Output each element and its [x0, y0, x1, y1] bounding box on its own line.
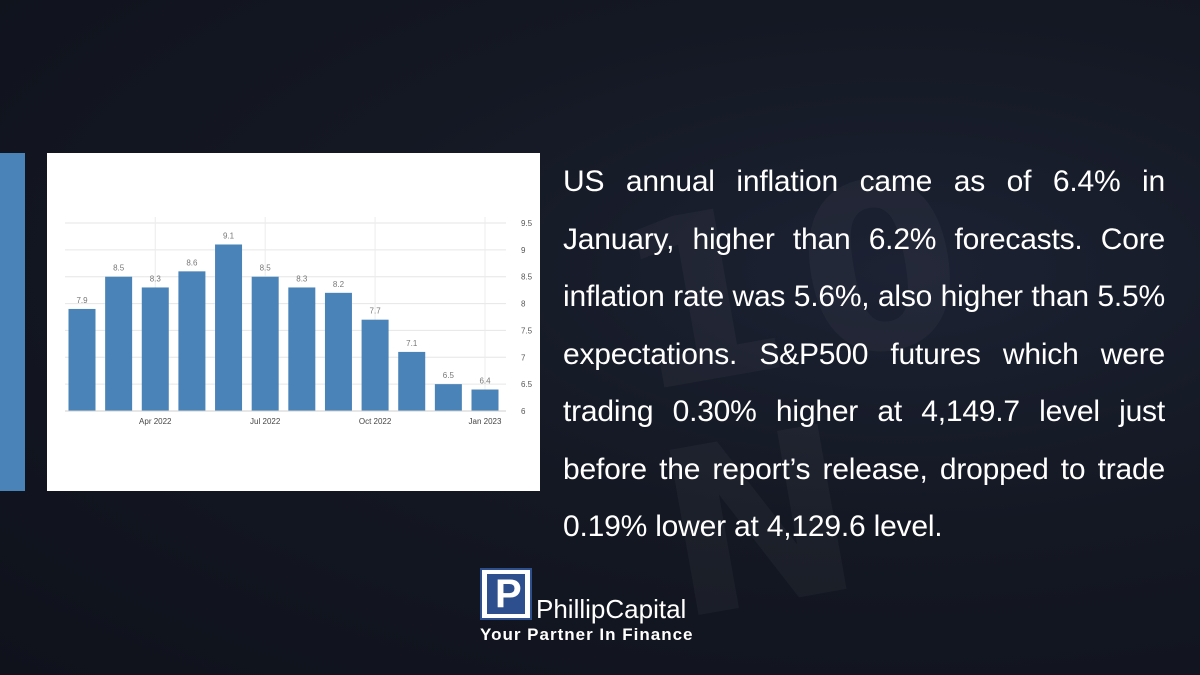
logo-mark-icon: P: [480, 568, 532, 620]
bar: [324, 292, 352, 411]
bar-value-label: 8.3: [150, 274, 162, 283]
bar-value-label: 7.1: [406, 339, 418, 348]
y-tick-label: 9.5: [521, 219, 533, 228]
logo-name: PhillipCapital: [536, 594, 687, 624]
bar-value-label: 9.1: [223, 231, 235, 240]
y-tick-label: 7.5: [521, 326, 533, 335]
logo-tagline: Your Partner In Finance: [480, 625, 694, 644]
bar-value-label: 7.9: [76, 296, 88, 305]
bar: [215, 244, 243, 411]
y-tick-label: 9: [521, 246, 526, 255]
body-text: US annual inflation came as of 6.4% in J…: [563, 165, 1165, 543]
bar: [361, 319, 389, 411]
bar: [141, 287, 169, 411]
x-tick-label: Jul 2022: [250, 417, 281, 426]
y-tick-label: 8.5: [521, 273, 533, 282]
bar-value-label: 8.3: [296, 274, 308, 283]
bar-value-label: 8.2: [333, 280, 345, 289]
bar: [105, 276, 133, 411]
x-tick-label: Oct 2022: [359, 417, 392, 426]
bar: [251, 276, 279, 411]
bar-value-label: 7.7: [370, 307, 382, 316]
y-tick-label: 6: [521, 407, 526, 416]
accent-bar: [0, 153, 25, 491]
bar-value-label: 8.6: [186, 258, 198, 267]
bar-value-label: 6.5: [443, 371, 455, 380]
bar: [398, 351, 426, 411]
y-tick-label: 6.5: [521, 380, 533, 389]
company-logo: P PhillipCapital Your Partner In Finance: [480, 568, 730, 648]
logo-mark-letter: P: [495, 572, 522, 616]
bar-value-label: 6.4: [479, 377, 491, 386]
bar: [434, 384, 462, 411]
y-tick-label: 7: [521, 353, 526, 362]
x-tick-label: Apr 2022: [139, 417, 172, 426]
bar-value-label: 8.5: [260, 264, 272, 273]
bar: [288, 287, 316, 411]
chart-card: 6 6.5 7 7.5 8 8.5 9 9.5 7.9 8.5 8.3 8.6 9.1 8.5 8.3 8.2…: [47, 153, 540, 491]
x-tick-label: Jan 2023: [469, 417, 502, 426]
bar: [471, 389, 499, 411]
y-tick-label: 8: [521, 300, 526, 309]
bar: [178, 271, 206, 411]
bar: [68, 308, 96, 411]
bar-value-label: 8.5: [113, 264, 125, 273]
inflation-bar-chart: 6 6.5 7 7.5 8 8.5 9 9.5 7.9 8.5 8.3 8.6 9.1 8.5 8.3 8.2…: [65, 217, 533, 426]
